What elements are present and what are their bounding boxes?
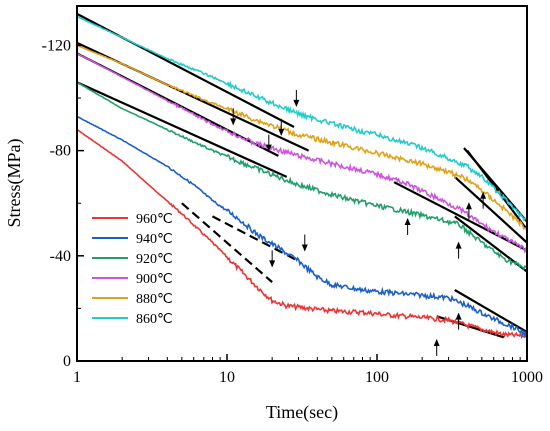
series-line-2 [77, 81, 527, 271]
legend-item-1: 940℃ [92, 232, 173, 247]
arrow-head [480, 191, 487, 199]
y-tick-label: -80 [50, 143, 71, 160]
legend-label: 960℃ [136, 212, 173, 227]
y-axis-title: Stress(MPa) [4, 138, 25, 227]
arrow-marker-11 [433, 338, 440, 356]
arrow-marker-8 [465, 202, 472, 220]
arrow-marker-6 [404, 218, 411, 235]
legend-label: 940℃ [136, 232, 173, 247]
series-line-0 [77, 128, 527, 339]
arrow-head [465, 202, 472, 210]
x-tick-label: 1 [73, 369, 81, 386]
series-line-4 [77, 44, 527, 231]
legend-item-3: 900℃ [92, 272, 173, 287]
x-tick-label: 100 [365, 369, 389, 386]
arrow-marker-2 [278, 118, 285, 136]
fit-line-3 [77, 81, 288, 178]
legend-label: 920℃ [136, 252, 173, 267]
arrow-marker-3 [265, 134, 272, 152]
arrow-head [269, 260, 276, 268]
arrow-head [293, 99, 300, 107]
fit-line-9 [454, 176, 527, 244]
arrow-marker-7 [455, 241, 462, 259]
plot-frame [76, 5, 528, 362]
arrow-marker-4 [301, 234, 308, 252]
arrow-head [433, 338, 440, 346]
arrow-marker-5 [269, 250, 276, 268]
series-lines [77, 15, 527, 339]
arrow-head [301, 244, 308, 252]
legend: 960℃ 940℃ 920℃ 900℃ 880℃ 860℃ [92, 212, 173, 327]
legend-label: 880℃ [136, 292, 173, 307]
x-tick-label: 10 [219, 369, 235, 386]
series-line-5 [77, 15, 527, 223]
legend-item-0: 960℃ [92, 212, 173, 227]
arrow-head [455, 241, 462, 249]
arrow-markers [230, 89, 487, 356]
y-tick-label: -120 [42, 37, 71, 54]
fit-line-4 [181, 202, 273, 283]
legend-item-5: 860℃ [92, 312, 173, 327]
arrow-marker-0 [293, 89, 300, 107]
fit-line-5 [211, 215, 300, 263]
legend-label: 900℃ [136, 272, 173, 287]
legend-item-2: 920℃ [92, 252, 173, 267]
arrow-head [404, 218, 411, 225]
x-axis-title: Time(sec) [266, 402, 338, 423]
fit-line-12 [454, 289, 527, 334]
fit-line-10 [466, 149, 527, 231]
arrow-marker-10 [455, 312, 462, 330]
arrow-head [265, 144, 272, 152]
legend-item-4: 880℃ [92, 292, 173, 307]
arrow-head [455, 312, 462, 320]
arrow-marker-9 [480, 191, 487, 209]
arrow-head [230, 118, 237, 126]
series-line-3 [77, 52, 527, 254]
axes: 1 10 100 1000 0 -40 -80 -120 [42, 5, 543, 386]
series-line-1 [77, 115, 527, 339]
fit-line-6 [393, 181, 527, 252]
y-tick-label: 0 [63, 353, 71, 370]
y-tick-label: -40 [50, 248, 71, 265]
arrow-head [278, 128, 285, 136]
legend-label: 860℃ [136, 312, 173, 327]
x-tick-label: 1000 [511, 369, 543, 386]
arrow-marker-1 [230, 108, 237, 126]
